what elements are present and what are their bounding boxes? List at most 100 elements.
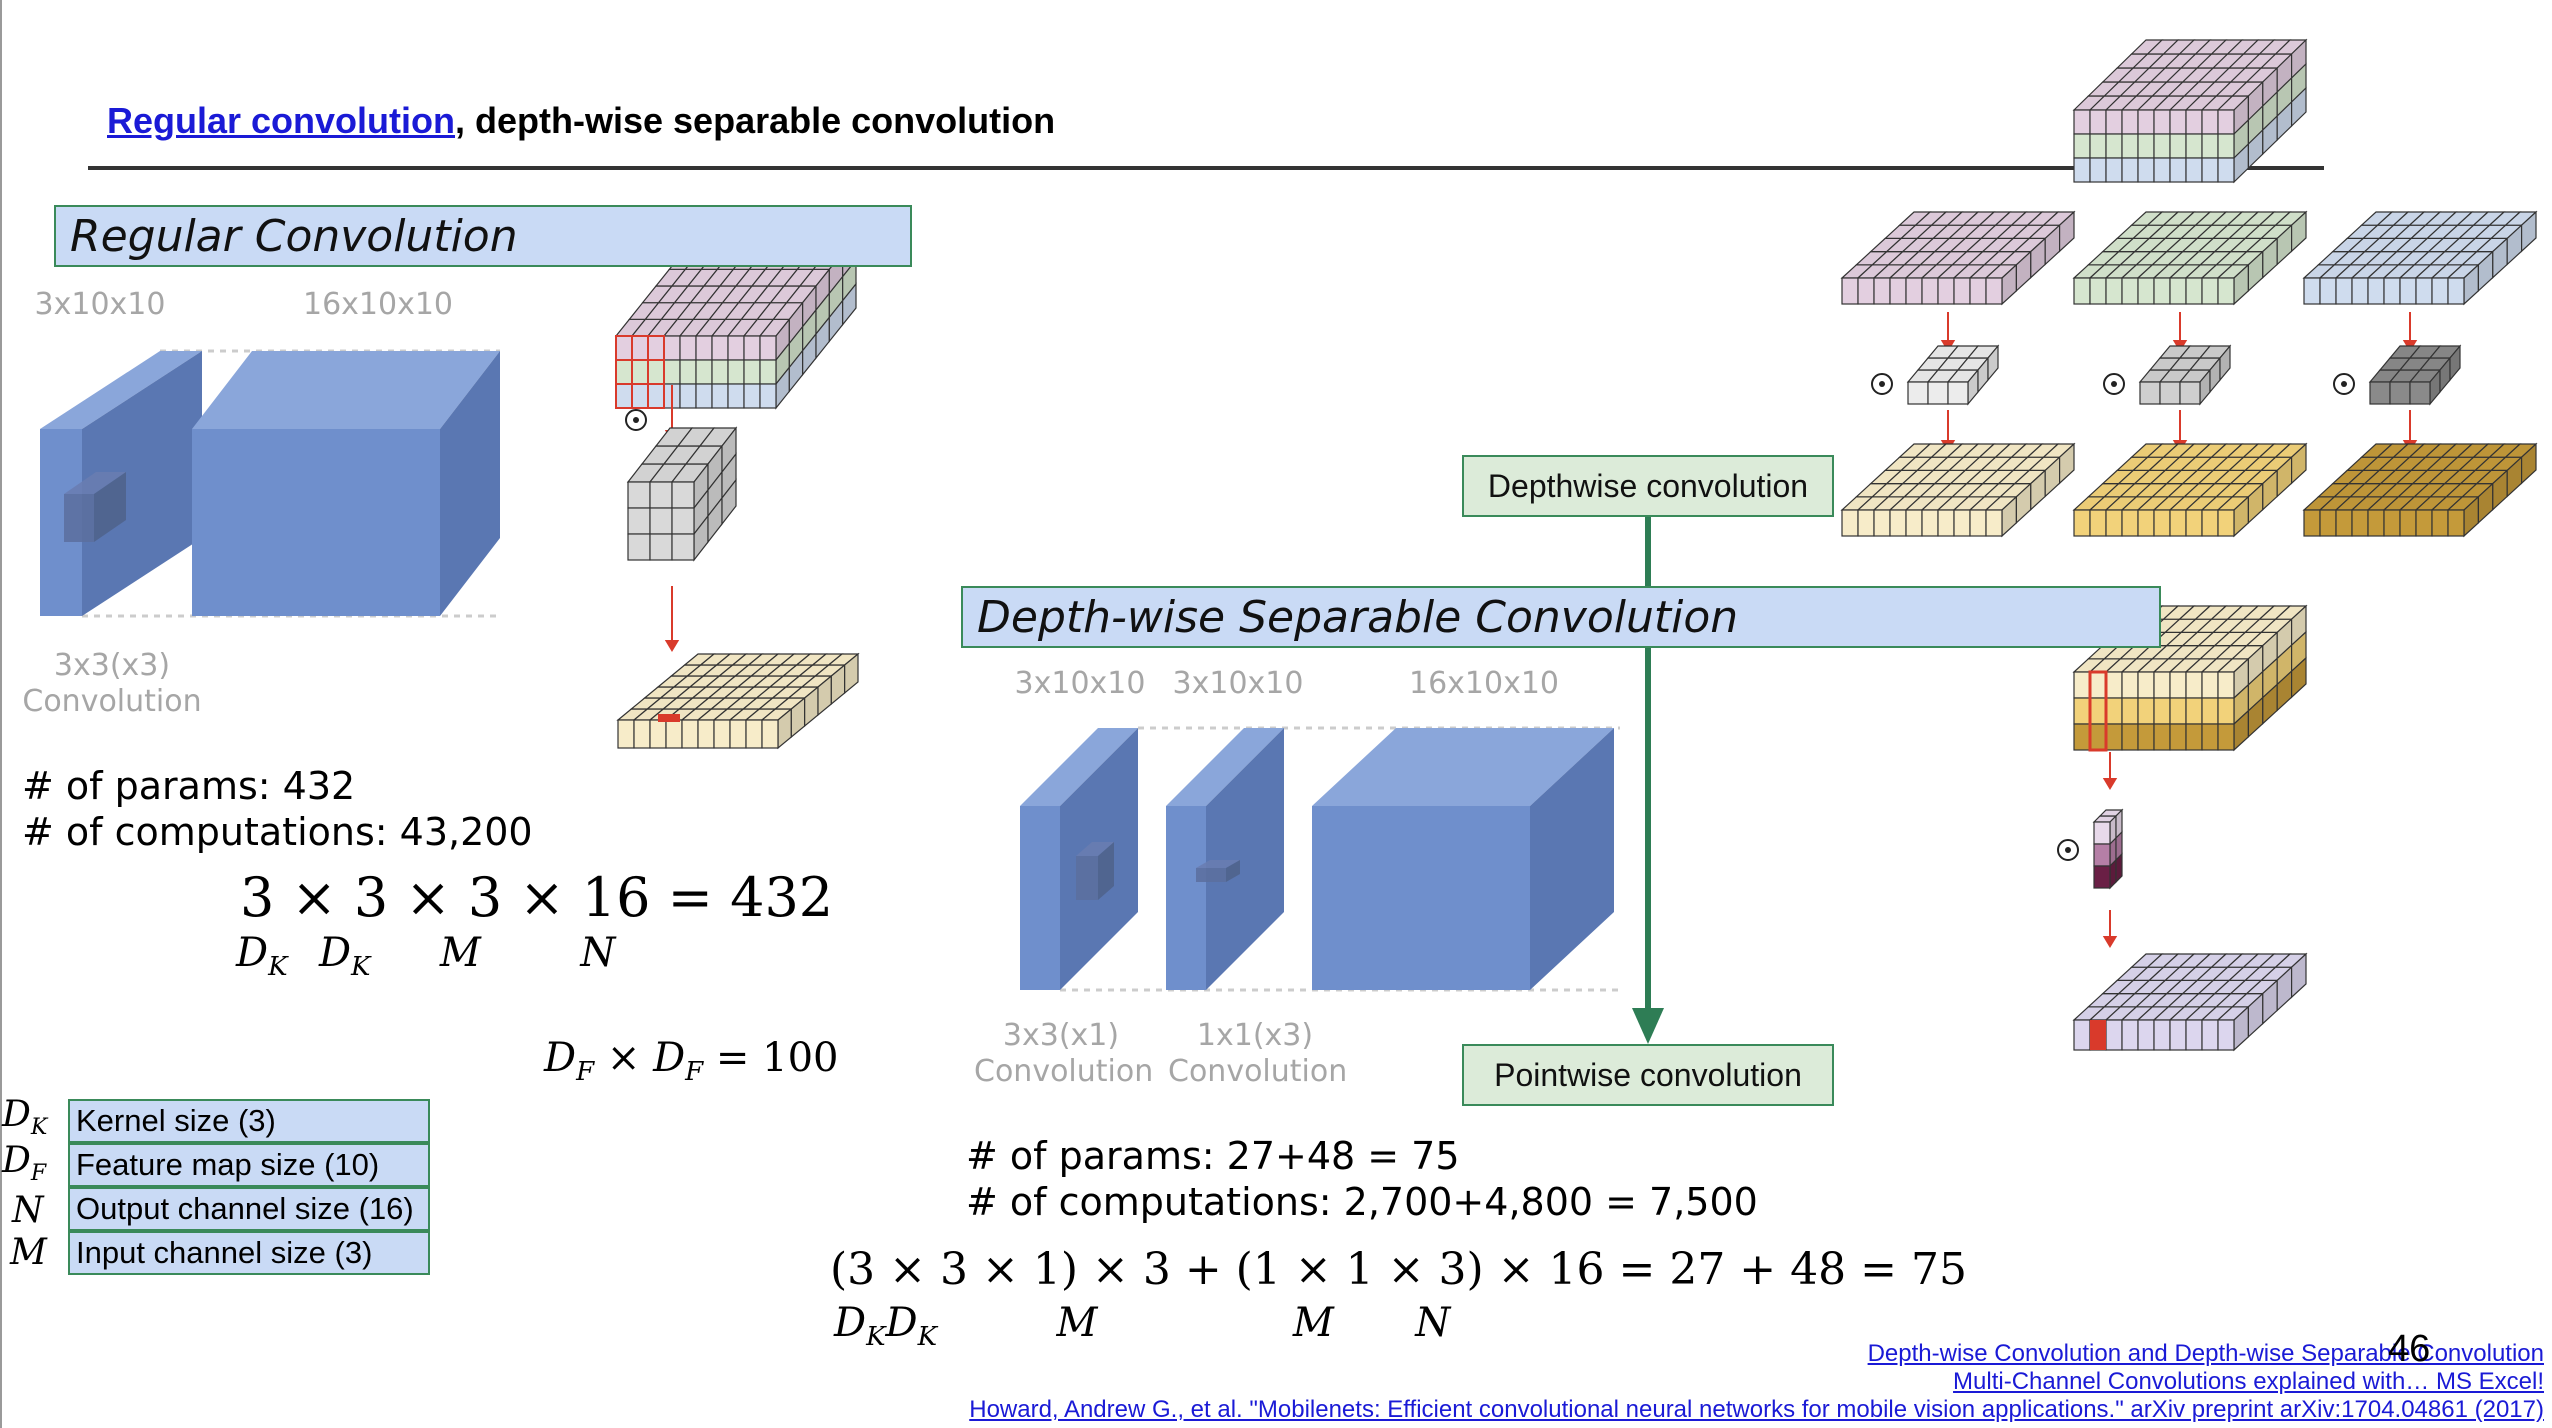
depthwise-output-1 xyxy=(1840,442,2076,538)
regular-banner-text: Regular Convolution xyxy=(70,211,518,262)
separable-output-size-label: 16x10x10 xyxy=(1408,666,1560,701)
sep-symbol-m2: M xyxy=(1292,1300,1334,1346)
depthwise-output-2 xyxy=(2072,442,2308,538)
depthwise-odot-1-dot xyxy=(1879,381,1885,387)
legend-symbol-m: M xyxy=(10,1232,47,1273)
depthwise-output-3 xyxy=(2302,442,2538,538)
channel-grid-1 xyxy=(1840,210,2076,306)
separable-mid-size-label: 3x10x10 xyxy=(1172,666,1304,701)
reference-link-3[interactable]: Howard, Andrew G., et al. "Mobilenets: E… xyxy=(969,1396,2544,1423)
regular-kernel-grid xyxy=(626,426,738,562)
legend-symbol-df: DF xyxy=(2,1140,47,1187)
pointwise-odot-dot xyxy=(2065,847,2071,853)
separable-formula-symbols: DKDK M M N xyxy=(834,1300,1451,1352)
sep-dw-kernel-top xyxy=(1076,842,1114,856)
pw-label-line1: 1x1(x3) xyxy=(1196,1018,1314,1053)
sep-symbol-n: N xyxy=(1415,1300,1451,1346)
page-number: 46 xyxy=(2388,1328,2431,1370)
regular-kernel-line2: Convolution xyxy=(22,684,202,719)
legend-row-input-channel-size: Input channel size (3) xyxy=(68,1231,430,1275)
legend-row-output-channel-size: Output channel size (16) xyxy=(68,1187,430,1231)
sep-output-cube-top xyxy=(1312,728,1614,806)
sep-pw-kernel-side xyxy=(1226,860,1240,882)
sep-mid-cube-side xyxy=(1206,728,1284,990)
sep-mid-cube-top xyxy=(1166,728,1284,806)
regular-params: # of params: 432 xyxy=(22,764,356,808)
depthwise-odot-2-dot xyxy=(2111,381,2117,387)
pointwise-kernel-label: 1x1(x3) Convolution xyxy=(1168,1018,1348,1090)
title-rule xyxy=(88,166,2324,170)
regular-input-size-label: 3x10x10 xyxy=(34,287,166,322)
pointwise-convolution-box: Pointwise convolution xyxy=(1462,1044,1834,1106)
regular-odot-dot xyxy=(633,417,639,423)
symbol-n: N xyxy=(580,930,616,976)
separable-formula: (3 × 3 × 1) × 3 + (1 × 1 × 3) × 16 = 27 … xyxy=(830,1244,1967,1295)
sep-symbol-m1: M xyxy=(1056,1300,1098,1346)
separable-input-size-label: 3x10x10 xyxy=(1014,666,1146,701)
regular-arrow-2-head xyxy=(664,640,680,652)
channel-grid-2 xyxy=(2072,210,2308,306)
dw-label-line2: Convolution xyxy=(974,1054,1154,1089)
depthwise-odot-3-dot xyxy=(2341,381,2347,387)
regular-output-cube-side xyxy=(440,351,500,616)
regular-computations: # of computations: 43,200 xyxy=(22,810,533,854)
sep-pw-kernel-front xyxy=(1196,868,1226,882)
legend-symbol-n: N xyxy=(12,1190,44,1231)
left-border-line xyxy=(0,0,2,1428)
df-symbol-2: D xyxy=(653,1035,686,1081)
sep-dw-kernel-side xyxy=(1098,842,1114,900)
regular-kernel-cube-front xyxy=(64,494,94,542)
depthwise-kernel-3 xyxy=(2368,344,2462,406)
pw-label-line2: Convolution xyxy=(1168,1054,1348,1089)
sep-pw-kernel-top xyxy=(1196,860,1240,868)
regular-kernel-cube-top xyxy=(64,472,126,494)
df-formula: DF × DF = 100 xyxy=(544,1035,839,1087)
symbol-dk-2: D xyxy=(318,930,352,976)
reference-link-1[interactable]: Depth-wise Convolution and Depth-wise Se… xyxy=(1867,1340,2544,1367)
right-input-grid xyxy=(2072,38,2308,184)
depthwise-to-pointwise-arrow-head xyxy=(1632,1008,1664,1044)
regular-convolution-link[interactable]: Regular convolution xyxy=(107,100,456,141)
legend-row-feature-map-size: Feature map size (10) xyxy=(68,1143,430,1187)
regular-output-size-label: 16x10x10 xyxy=(302,287,454,322)
regular-output-cube-top xyxy=(192,351,500,429)
regular-kernel-cube-side xyxy=(94,472,126,542)
legend-row-kernel-size: Kernel size (3) xyxy=(68,1099,430,1143)
sep-input-cube-front xyxy=(1020,806,1060,990)
sep-mid-cube-front xyxy=(1166,806,1206,990)
regular-input-cube-top xyxy=(40,351,202,429)
pointwise-kernel xyxy=(2092,808,2124,890)
pointwise-output-grid xyxy=(2072,952,2308,1052)
dw-label-line1: 3x3(x1) xyxy=(1002,1018,1120,1053)
depthwise-kernel-label: 3x3(x1) Convolution xyxy=(974,1018,1154,1090)
title-rest: , depth-wise separable convolution xyxy=(455,100,1056,141)
depthwise-convolution-box: Depthwise convolution xyxy=(1462,455,1834,517)
regular-output-cube-front xyxy=(192,429,440,616)
df-formula-rest: = 100 xyxy=(703,1035,839,1081)
regular-input-cube-side xyxy=(82,351,202,616)
regular-convolution-banner: Regular Convolution xyxy=(54,205,912,267)
regular-kernel-label: 3x3(x3) Convolution xyxy=(14,648,210,720)
reference-link-2[interactable]: Multi-Channel Convolutions explained wit… xyxy=(1953,1368,2544,1395)
sep-input-cube-top xyxy=(1020,728,1138,806)
separable-computations: # of computations: 2,700+4,800 = 7,500 xyxy=(966,1180,1758,1224)
depthwise-kernel-1 xyxy=(1906,344,2000,406)
regular-formula-symbols: DK DK M N xyxy=(236,930,616,982)
sep-output-cube-front xyxy=(1312,806,1530,990)
pointwise-arrow-2-head xyxy=(2102,936,2118,948)
regular-kernel-line1: 3x3(x3) xyxy=(53,648,171,683)
legend-symbol-dk: DK xyxy=(2,1094,48,1141)
separable-convolution-banner: Depth-wise Separable Convolution xyxy=(961,586,2161,648)
pointwise-arrow-1-head xyxy=(2102,778,2118,790)
channel-grid-3 xyxy=(2302,210,2538,306)
depthwise-kernel-2 xyxy=(2138,344,2232,406)
sep-output-cube-side xyxy=(1530,728,1614,990)
sep-dw-kernel-front xyxy=(1076,856,1098,900)
symbol-m: M xyxy=(439,930,481,976)
regular-formula: 3 × 3 × 3 × 16 = 432 xyxy=(240,866,834,929)
separable-params: # of params: 27+48 = 75 xyxy=(966,1134,1460,1178)
slide-title: Regular convolution, depth-wise separabl… xyxy=(107,100,1055,142)
symbol-dk-1: D xyxy=(236,930,269,976)
regular-output-grid xyxy=(616,652,860,750)
